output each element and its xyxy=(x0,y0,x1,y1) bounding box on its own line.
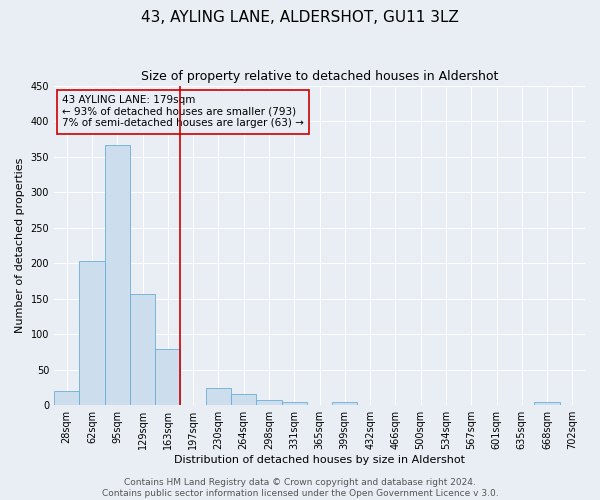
Bar xyxy=(130,294,155,405)
Text: 43 AYLING LANE: 179sqm
← 93% of detached houses are smaller (793)
7% of semi-det: 43 AYLING LANE: 179sqm ← 93% of detached… xyxy=(62,95,304,128)
Bar xyxy=(79,261,104,405)
Text: Contains HM Land Registry data © Crown copyright and database right 2024.
Contai: Contains HM Land Registry data © Crown c… xyxy=(101,478,499,498)
X-axis label: Distribution of detached houses by size in Aldershot: Distribution of detached houses by size … xyxy=(174,455,465,465)
Text: 43, AYLING LANE, ALDERSHOT, GU11 3LZ: 43, AYLING LANE, ALDERSHOT, GU11 3LZ xyxy=(141,10,459,25)
Bar xyxy=(281,402,307,405)
Title: Size of property relative to detached houses in Aldershot: Size of property relative to detached ho… xyxy=(141,70,498,83)
Bar xyxy=(104,144,130,405)
Bar xyxy=(256,400,281,405)
Bar xyxy=(231,394,256,405)
Bar xyxy=(54,391,79,405)
Bar xyxy=(206,388,231,405)
Y-axis label: Number of detached properties: Number of detached properties xyxy=(15,158,25,333)
Bar xyxy=(332,402,358,405)
Bar xyxy=(535,402,560,405)
Bar xyxy=(155,349,181,405)
